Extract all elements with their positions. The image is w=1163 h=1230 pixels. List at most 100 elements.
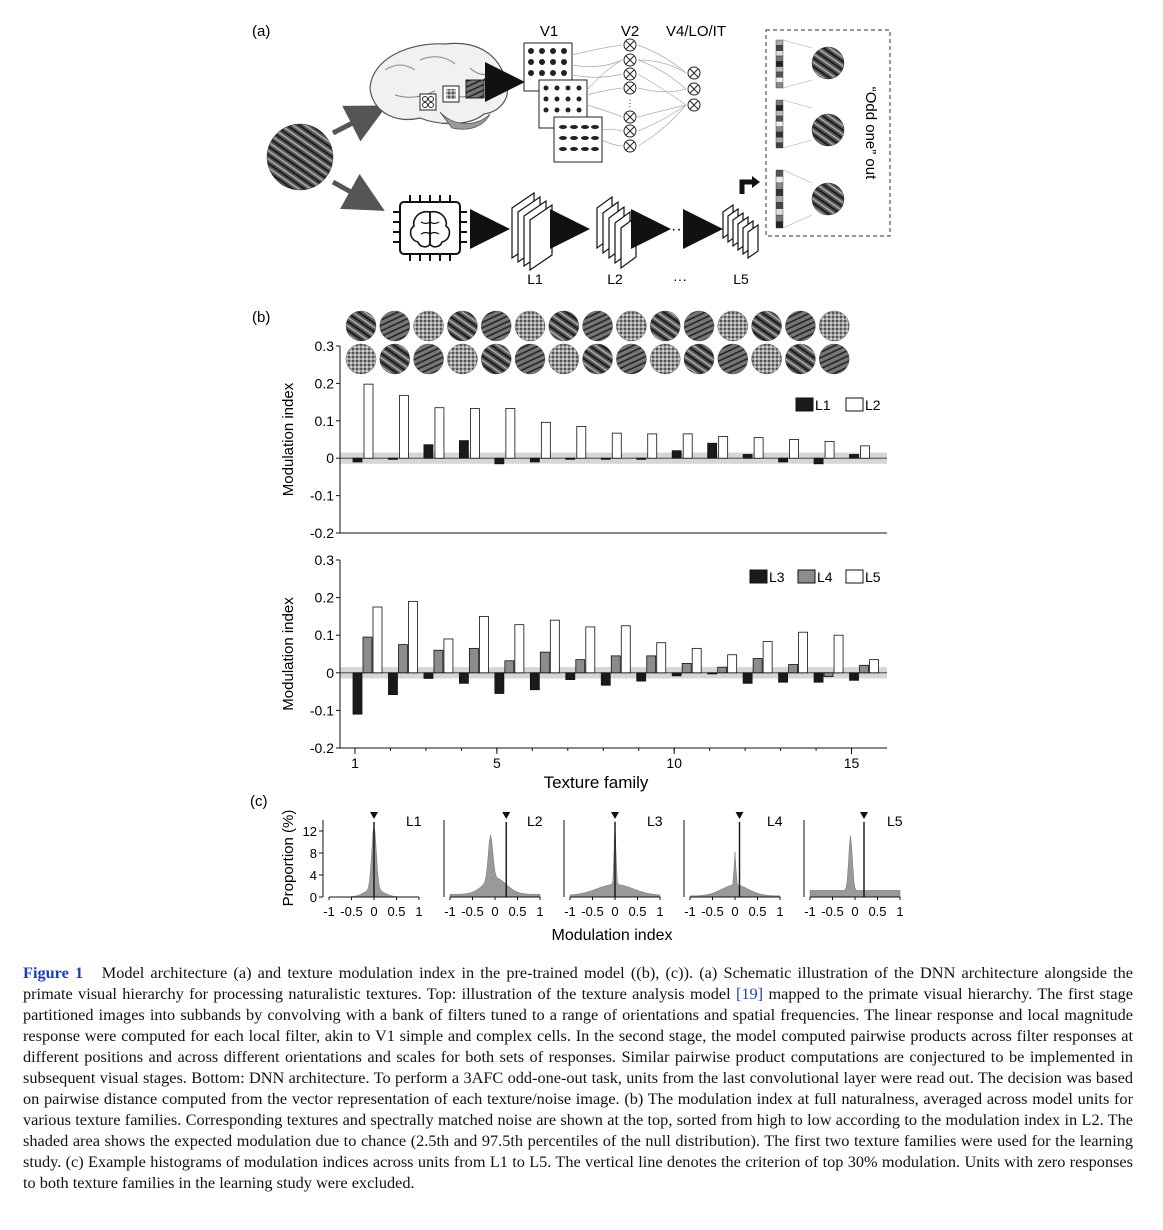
vector-cell (775, 115, 784, 122)
vector-cell (775, 55, 784, 62)
bars (352, 383, 870, 465)
texture-thumbnail (379, 310, 410, 342)
bar-l4 (752, 658, 763, 674)
bar-l2 (540, 421, 551, 459)
hist-panel-label: L5 (887, 813, 903, 829)
bar-l3 (458, 672, 469, 684)
x-axis: 1 5 10 15 (340, 747, 887, 771)
texture-thumbnail (751, 310, 782, 342)
bar-l5 (514, 624, 525, 674)
x-tick-label: 1 (351, 755, 359, 771)
bar-l2 (682, 433, 693, 459)
texture-thumbnail (683, 310, 715, 342)
y-tick-label: 0.3 (315, 552, 335, 568)
hist-x-tick-label: -0.5 (821, 904, 843, 919)
hist-panel-label: L1 (406, 813, 422, 829)
noise-thumbnail (413, 343, 444, 375)
criterion-marker (735, 812, 744, 819)
odd-one-out-label: “Odd one” out (862, 87, 879, 180)
stage-label-v1: V1 (540, 23, 558, 40)
legend-swatch-l4 (797, 569, 816, 584)
arrow-to-brain (331, 105, 387, 142)
bar-l2 (434, 407, 445, 459)
bar-l1 (707, 442, 718, 459)
bar-l5 (656, 642, 667, 674)
layer-stack-l5 (722, 203, 759, 260)
hist-distribution (809, 835, 901, 898)
vector-cell (775, 131, 784, 138)
vector-cell (775, 82, 784, 89)
layer-label-dots: ··· (673, 271, 687, 287)
bar-l4 (610, 655, 621, 674)
bar-l3 (388, 672, 398, 696)
texture-thumbnail (717, 310, 748, 342)
texture-thumbnail (447, 310, 478, 342)
bar-l4 (788, 664, 798, 674)
panel-b: (b) 0.3 0.2 0.1 0 -0.1 -0.2 Modulation index … (252, 309, 887, 792)
bar-l5 (585, 626, 596, 674)
input-texture-image (266, 123, 334, 191)
histogram-l2: -1 -0.5 0 0.5 1 L2 (443, 812, 544, 919)
bars (352, 600, 879, 715)
bar-l4 (823, 672, 834, 677)
y-tick-label: -0.2 (310, 525, 334, 541)
bar-l5 (869, 659, 879, 674)
y-tick-label: 0.2 (315, 375, 335, 391)
vector-cell (775, 45, 784, 51)
bar-l4 (859, 664, 869, 674)
texture-thumbnail (785, 310, 816, 342)
bar-l5 (762, 641, 773, 674)
legend-label-l3: L3 (769, 569, 785, 585)
stage-label-v4: V4/LO/IT (666, 23, 726, 40)
hist-x-tick-label: 0.5 (387, 904, 405, 919)
bar-l2 (399, 394, 409, 459)
bar-l1 (671, 450, 682, 459)
bar-l3 (707, 672, 718, 675)
hist-x-tick-label: 0.5 (628, 904, 646, 919)
citation-link[interactable]: [19] (735, 984, 764, 1003)
hist-x-tick-label: -0.5 (461, 904, 483, 919)
hist-x-tick-label: 1 (656, 904, 663, 919)
panel-c-label: (c) (250, 793, 268, 810)
bar-l1 (423, 444, 434, 459)
hist-y-tick-label: 4 (310, 868, 317, 883)
hist-x-tick-label: -1 (804, 904, 816, 919)
bar-l5 (478, 616, 489, 674)
readout-vectors (775, 39, 813, 229)
hist-x-tick-label: 1 (415, 904, 422, 919)
hist-x-tick-label: -0.5 (701, 904, 723, 919)
vector-cell (775, 189, 784, 196)
texture-thumbnail (345, 310, 377, 342)
bar-l1 (849, 454, 859, 459)
bar-l1 (565, 457, 576, 460)
noise-thumbnail (717, 343, 748, 375)
arrow-to-chip (331, 173, 385, 211)
dnn-chip-icon (393, 195, 467, 261)
vector-cell (775, 208, 784, 216)
y-axis: 0.3 0.2 0.1 0 -0.1 -0.2 (310, 338, 887, 541)
criterion-marker (860, 812, 868, 819)
bar-l1 (352, 457, 363, 463)
y-axis-label: Modulation index (280, 597, 297, 711)
bar-l1 (778, 457, 788, 463)
vector-cell (775, 142, 784, 149)
noise-thumbnail (683, 343, 715, 375)
noise-thumbnail (785, 343, 816, 375)
hist-x-tick-label: 0 (731, 904, 738, 919)
histogram-l3: -1 -0.5 0 0.5 1 L3 (563, 812, 664, 919)
texture-thumbnails (345, 310, 850, 375)
hist-x-tick-label: -0.5 (340, 904, 362, 919)
vector-link (782, 99, 813, 109)
histogram-l1: 12 8 4 0 -1 -0.5 0 0.5 1 L1 (303, 812, 423, 919)
histograms: 12 8 4 0 -1 -0.5 0 0.5 1 L1 -1 -0.5 0 0.5 1 L2 -1 -0.5 0 0.… (303, 812, 904, 919)
arrow-to-readout (739, 179, 752, 194)
bar-l3 (742, 672, 753, 684)
bar-l5 (408, 600, 418, 674)
figure-canvas: (a) (250, 23, 904, 944)
y-tick-label: -0.1 (310, 488, 334, 504)
bar-l2 (789, 439, 799, 459)
bar-l4 (717, 666, 728, 674)
vector-link (782, 214, 813, 229)
y-tick-label: -0.1 (310, 702, 334, 718)
bar-l2 (824, 440, 835, 459)
